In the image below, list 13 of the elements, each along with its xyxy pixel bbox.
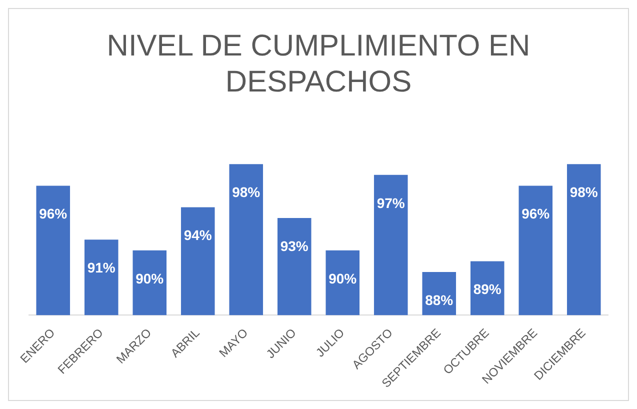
data-label: 96%	[39, 206, 68, 222]
data-label: 96%	[522, 206, 550, 222]
data-label: 91%	[87, 259, 116, 276]
data-label: 98%	[570, 184, 598, 200]
chart-title: NIVEL DE CUMPLIMIENTO EN DESPACHOS	[106, 29, 530, 98]
data-label: 89%	[473, 281, 502, 298]
data-label: 97%	[376, 194, 406, 211]
data-label: 90%	[328, 270, 358, 286]
data-label: 88%	[425, 292, 454, 308]
data-label: 90%	[136, 270, 164, 286]
data-label: 94%	[184, 227, 212, 244]
data-label: 98%	[232, 184, 261, 200]
data-label: 93%	[280, 238, 309, 254]
